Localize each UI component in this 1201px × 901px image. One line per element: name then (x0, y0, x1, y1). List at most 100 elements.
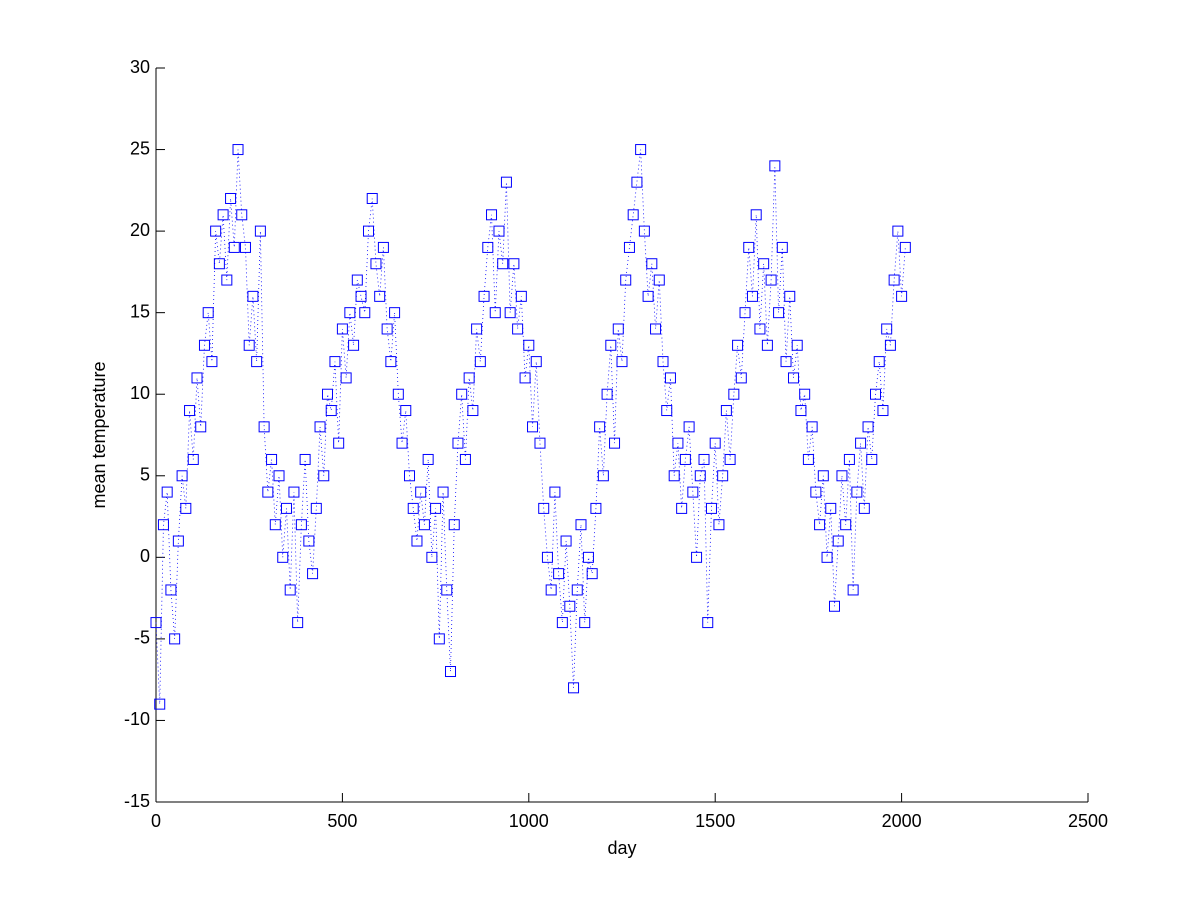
y-tick-label: 20 (130, 220, 150, 240)
marker (366, 192, 378, 204)
marker (597, 470, 609, 482)
marker (381, 323, 393, 335)
marker (888, 274, 900, 286)
marker (385, 356, 397, 368)
marker (359, 307, 371, 319)
y-tick-label: 15 (130, 301, 150, 321)
y-tick-label: 5 (140, 465, 150, 485)
marker (463, 372, 475, 384)
marker (329, 356, 341, 368)
marker (601, 388, 613, 400)
x-tick-label: 2500 (1068, 811, 1108, 831)
marker (459, 453, 471, 465)
marker (389, 307, 401, 319)
marker (333, 437, 345, 449)
marker (202, 307, 214, 319)
marker (404, 470, 416, 482)
marker (418, 519, 430, 531)
marker (452, 437, 464, 449)
marker (254, 225, 266, 237)
marker (213, 258, 225, 270)
marker (422, 453, 434, 465)
marker (225, 192, 237, 204)
marker (556, 617, 568, 629)
marker (239, 241, 251, 253)
marker (351, 274, 363, 286)
marker (750, 209, 762, 221)
marker (538, 502, 550, 514)
marker (314, 421, 326, 433)
marker (847, 584, 859, 596)
marker (486, 209, 498, 221)
marker (169, 633, 181, 645)
marker (157, 519, 169, 531)
marker (426, 551, 438, 563)
marker (661, 405, 673, 417)
marker (500, 176, 512, 188)
marker (299, 453, 311, 465)
marker (176, 470, 188, 482)
marker (575, 519, 587, 531)
marker (310, 502, 322, 514)
marker (504, 307, 516, 319)
y-tick-label: 10 (130, 383, 150, 403)
marker (605, 339, 617, 351)
y-axis-label: mean temperature (89, 361, 109, 508)
marker (802, 453, 814, 465)
marker (795, 405, 807, 417)
marker (609, 437, 621, 449)
marker (899, 241, 911, 253)
x-tick-label: 1500 (695, 811, 735, 831)
marker (303, 535, 315, 547)
marker (713, 519, 725, 531)
marker (493, 225, 505, 237)
marker (489, 307, 501, 319)
marker (370, 258, 382, 270)
marker (471, 323, 483, 335)
marker (780, 356, 792, 368)
marker (590, 502, 602, 514)
marker (277, 551, 289, 563)
marker (679, 453, 691, 465)
marker (519, 372, 531, 384)
marker (377, 241, 389, 253)
marker (400, 405, 412, 417)
marker (884, 339, 896, 351)
marker (497, 258, 509, 270)
marker (150, 617, 162, 629)
marker (180, 502, 192, 514)
marker (568, 682, 580, 694)
x-tick-label: 500 (327, 811, 357, 831)
marker (862, 421, 874, 433)
marker (280, 502, 292, 514)
y-tick-label: -15 (124, 791, 150, 811)
marker (344, 307, 356, 319)
marker (825, 502, 837, 514)
marker (582, 551, 594, 563)
y-tick-label: 25 (130, 138, 150, 158)
marker (694, 470, 706, 482)
marker (646, 258, 658, 270)
marker (732, 339, 744, 351)
marker (187, 453, 199, 465)
marker (288, 486, 300, 498)
marker (527, 421, 539, 433)
marker (691, 551, 703, 563)
marker (877, 405, 889, 417)
marker (553, 568, 565, 580)
marker (560, 535, 572, 547)
marker (441, 584, 453, 596)
marker (631, 176, 643, 188)
marker (836, 470, 848, 482)
y-tick-label: -10 (124, 709, 150, 729)
y-tick-label: -5 (134, 628, 150, 648)
marker (892, 225, 904, 237)
x-tick-label: 2000 (882, 811, 922, 831)
marker (407, 502, 419, 514)
marker (735, 372, 747, 384)
marker (851, 486, 863, 498)
marker (896, 290, 908, 302)
marker (307, 568, 319, 580)
marker (870, 388, 882, 400)
